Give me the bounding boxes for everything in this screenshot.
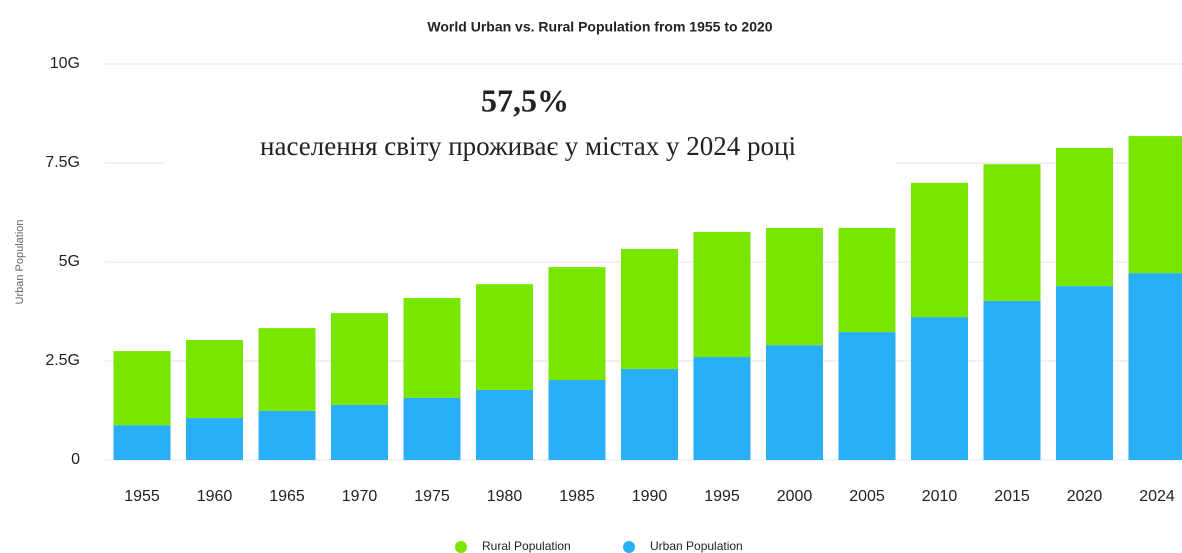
x-tick-label: 2000 [777, 488, 813, 505]
legend-marker [455, 541, 467, 553]
y-tick-label: 10G [50, 55, 80, 72]
bar-segment [548, 380, 606, 460]
bar-segment [693, 357, 751, 460]
chart-title: World Urban vs. Rural Population from 19… [427, 19, 772, 35]
x-tick-label: 1990 [632, 488, 668, 505]
x-tick-label: 2005 [849, 488, 885, 505]
bar-segment [766, 227, 823, 346]
x-tick-label: 2020 [1067, 488, 1103, 505]
bar-segment [838, 227, 896, 333]
legend-label: Urban Population [650, 539, 743, 553]
y-tick-label: 5G [59, 253, 80, 270]
bar-segment [258, 328, 316, 411]
y-tick-label: 7.5G [45, 154, 80, 171]
y-axis-label: Urban Population [14, 219, 26, 304]
x-tick-label: 1955 [124, 488, 160, 505]
annotation-text: населення світу проживає у містах у 2024… [260, 131, 796, 161]
bar-segment [331, 404, 388, 460]
x-tick-label: 1980 [487, 488, 523, 505]
bar-segment [621, 368, 678, 460]
x-tick-label: 1985 [559, 488, 595, 505]
bar-segment [621, 248, 678, 369]
x-tick-label: 1970 [342, 488, 378, 505]
x-tick-label: 1995 [704, 488, 740, 505]
bar-segment [186, 340, 243, 419]
bar-segment [1128, 273, 1182, 460]
bar-segment [693, 231, 751, 358]
legend-label: Rural Population [482, 539, 571, 553]
bar-segment [838, 332, 896, 460]
y-tick-label: 2.5G [45, 352, 80, 369]
bar-segment [258, 410, 316, 460]
y-tick-label: 0 [71, 451, 80, 468]
x-tick-label: 1965 [269, 488, 305, 505]
bar-segment [911, 317, 968, 460]
bar-segment [548, 267, 606, 381]
x-tick-label: 1960 [197, 488, 233, 505]
x-tick-label: 2015 [994, 488, 1030, 505]
bar-segment [331, 313, 388, 405]
bar-segment [983, 164, 1041, 301]
x-tick-label: 2024 [1139, 488, 1175, 505]
bar-segment [1056, 286, 1113, 460]
bar-segment [1128, 136, 1182, 274]
bar-segment [983, 300, 1041, 460]
annotation-box [165, 76, 895, 180]
bar-segment [911, 182, 968, 318]
bar-segment [476, 284, 533, 390]
annotation-headline: 57,5% [481, 82, 569, 118]
x-tick-label: 1975 [414, 488, 450, 505]
bar-segment [403, 298, 461, 398]
bar-segment [766, 345, 823, 460]
bar-segment [113, 351, 171, 426]
bar-segment [403, 397, 461, 460]
bar-segment [113, 425, 171, 460]
legend-marker [623, 541, 635, 553]
bar-segment [1056, 147, 1113, 287]
x-tick-label: 2010 [922, 488, 958, 505]
bar-segment [186, 418, 243, 460]
bar-segment [476, 389, 533, 460]
